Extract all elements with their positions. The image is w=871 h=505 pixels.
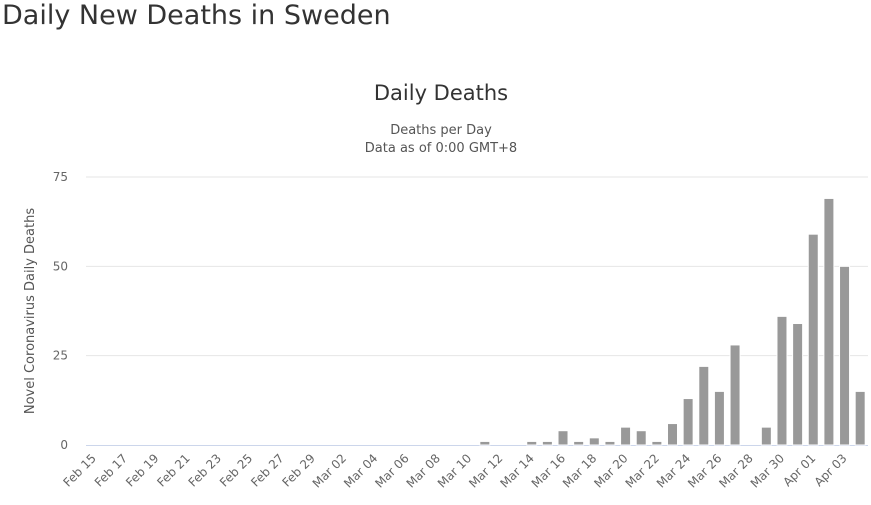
bar-apr-03: [839, 265, 851, 446]
x-tick-label: Feb 25: [217, 451, 255, 489]
y-axis-label: Novel Coronavirus Daily Deaths: [23, 208, 38, 414]
bar-mar-23: [667, 423, 678, 446]
bar-mar-24: [682, 398, 694, 446]
bar-mar-29: [760, 426, 772, 446]
chart-subtitle: Deaths per Day: [390, 123, 492, 138]
bar-mar-17: [573, 440, 585, 446]
x-tick-label: Mar 06: [372, 451, 411, 490]
bar-apr-02: [823, 197, 835, 446]
x-tick-label: Mar 12: [466, 451, 505, 490]
x-tick-label: Mar 22: [623, 451, 662, 490]
chart-title: Daily Deaths: [374, 81, 508, 105]
bar-mar-18: [588, 437, 600, 446]
x-tick-label: Mar 16: [529, 451, 568, 490]
y-tick-label: 50: [53, 259, 68, 273]
bar-apr-01: [807, 233, 819, 446]
x-tick-label: Apr 03: [812, 451, 850, 489]
bar-mar-25: [698, 365, 710, 446]
x-tick-label: Mar 02: [310, 451, 349, 490]
x-tick-label: Feb 19: [123, 451, 161, 489]
x-tick-label: Mar 10: [435, 451, 474, 490]
x-tick-label: Feb 17: [92, 451, 130, 489]
y-tick-label: 0: [60, 438, 68, 452]
bar-apr-04: [854, 390, 866, 446]
x-tick-label: Mar 20: [591, 451, 630, 490]
x-tick-label: Mar 28: [716, 451, 755, 490]
x-tick-label: Mar 08: [404, 451, 443, 490]
bar-mar-22: [651, 440, 663, 446]
bar-mar-16: [557, 430, 569, 446]
x-tick-label: Apr 01: [780, 451, 818, 489]
bar-mar-30: [776, 315, 788, 446]
page-heading: Daily New Deaths in Sweden: [2, 0, 391, 31]
x-tick-label: Feb 21: [154, 451, 192, 489]
x-tick-label: Mar 04: [341, 451, 380, 490]
x-tick-label: Feb 23: [186, 451, 224, 489]
bar-mar-26: [713, 390, 725, 446]
bar-mar-20: [620, 426, 632, 446]
bar-mar-31: [792, 323, 804, 446]
x-tick-label: Feb 15: [61, 451, 99, 489]
bar-mar-21: [635, 430, 647, 446]
x-tick-label: Mar 30: [748, 451, 787, 490]
y-tick-label: 75: [53, 170, 68, 184]
bar-mar-11: [479, 440, 491, 446]
x-tick-label: Mar 24: [654, 451, 693, 490]
bar-mar-19: [604, 440, 616, 446]
bar-mar-14: [526, 440, 538, 446]
bar-mar-27: [729, 344, 741, 446]
x-tick-label: Mar 26: [685, 451, 724, 490]
chart-subtitle: Data as of 0:00 GMT+8: [365, 141, 517, 156]
x-tick-label: Mar 14: [497, 451, 536, 490]
x-tick-label: Mar 18: [560, 451, 599, 490]
x-tick-label: Feb 27: [248, 451, 286, 489]
bar-mar-15: [541, 440, 553, 446]
y-tick-label: 25: [53, 349, 68, 363]
